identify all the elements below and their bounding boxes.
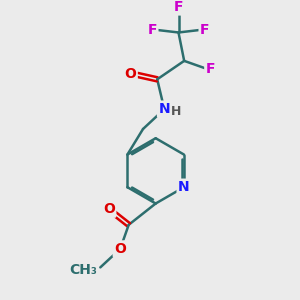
Text: F: F — [174, 0, 183, 14]
Text: F: F — [206, 62, 215, 76]
Text: F: F — [147, 22, 157, 37]
Text: F: F — [200, 22, 210, 37]
Text: O: O — [124, 67, 136, 81]
Text: H: H — [171, 105, 181, 118]
Text: O: O — [114, 242, 126, 256]
Text: N: N — [158, 102, 170, 116]
Text: CH₃: CH₃ — [70, 263, 98, 277]
Text: N: N — [178, 180, 190, 194]
Text: O: O — [103, 202, 115, 216]
